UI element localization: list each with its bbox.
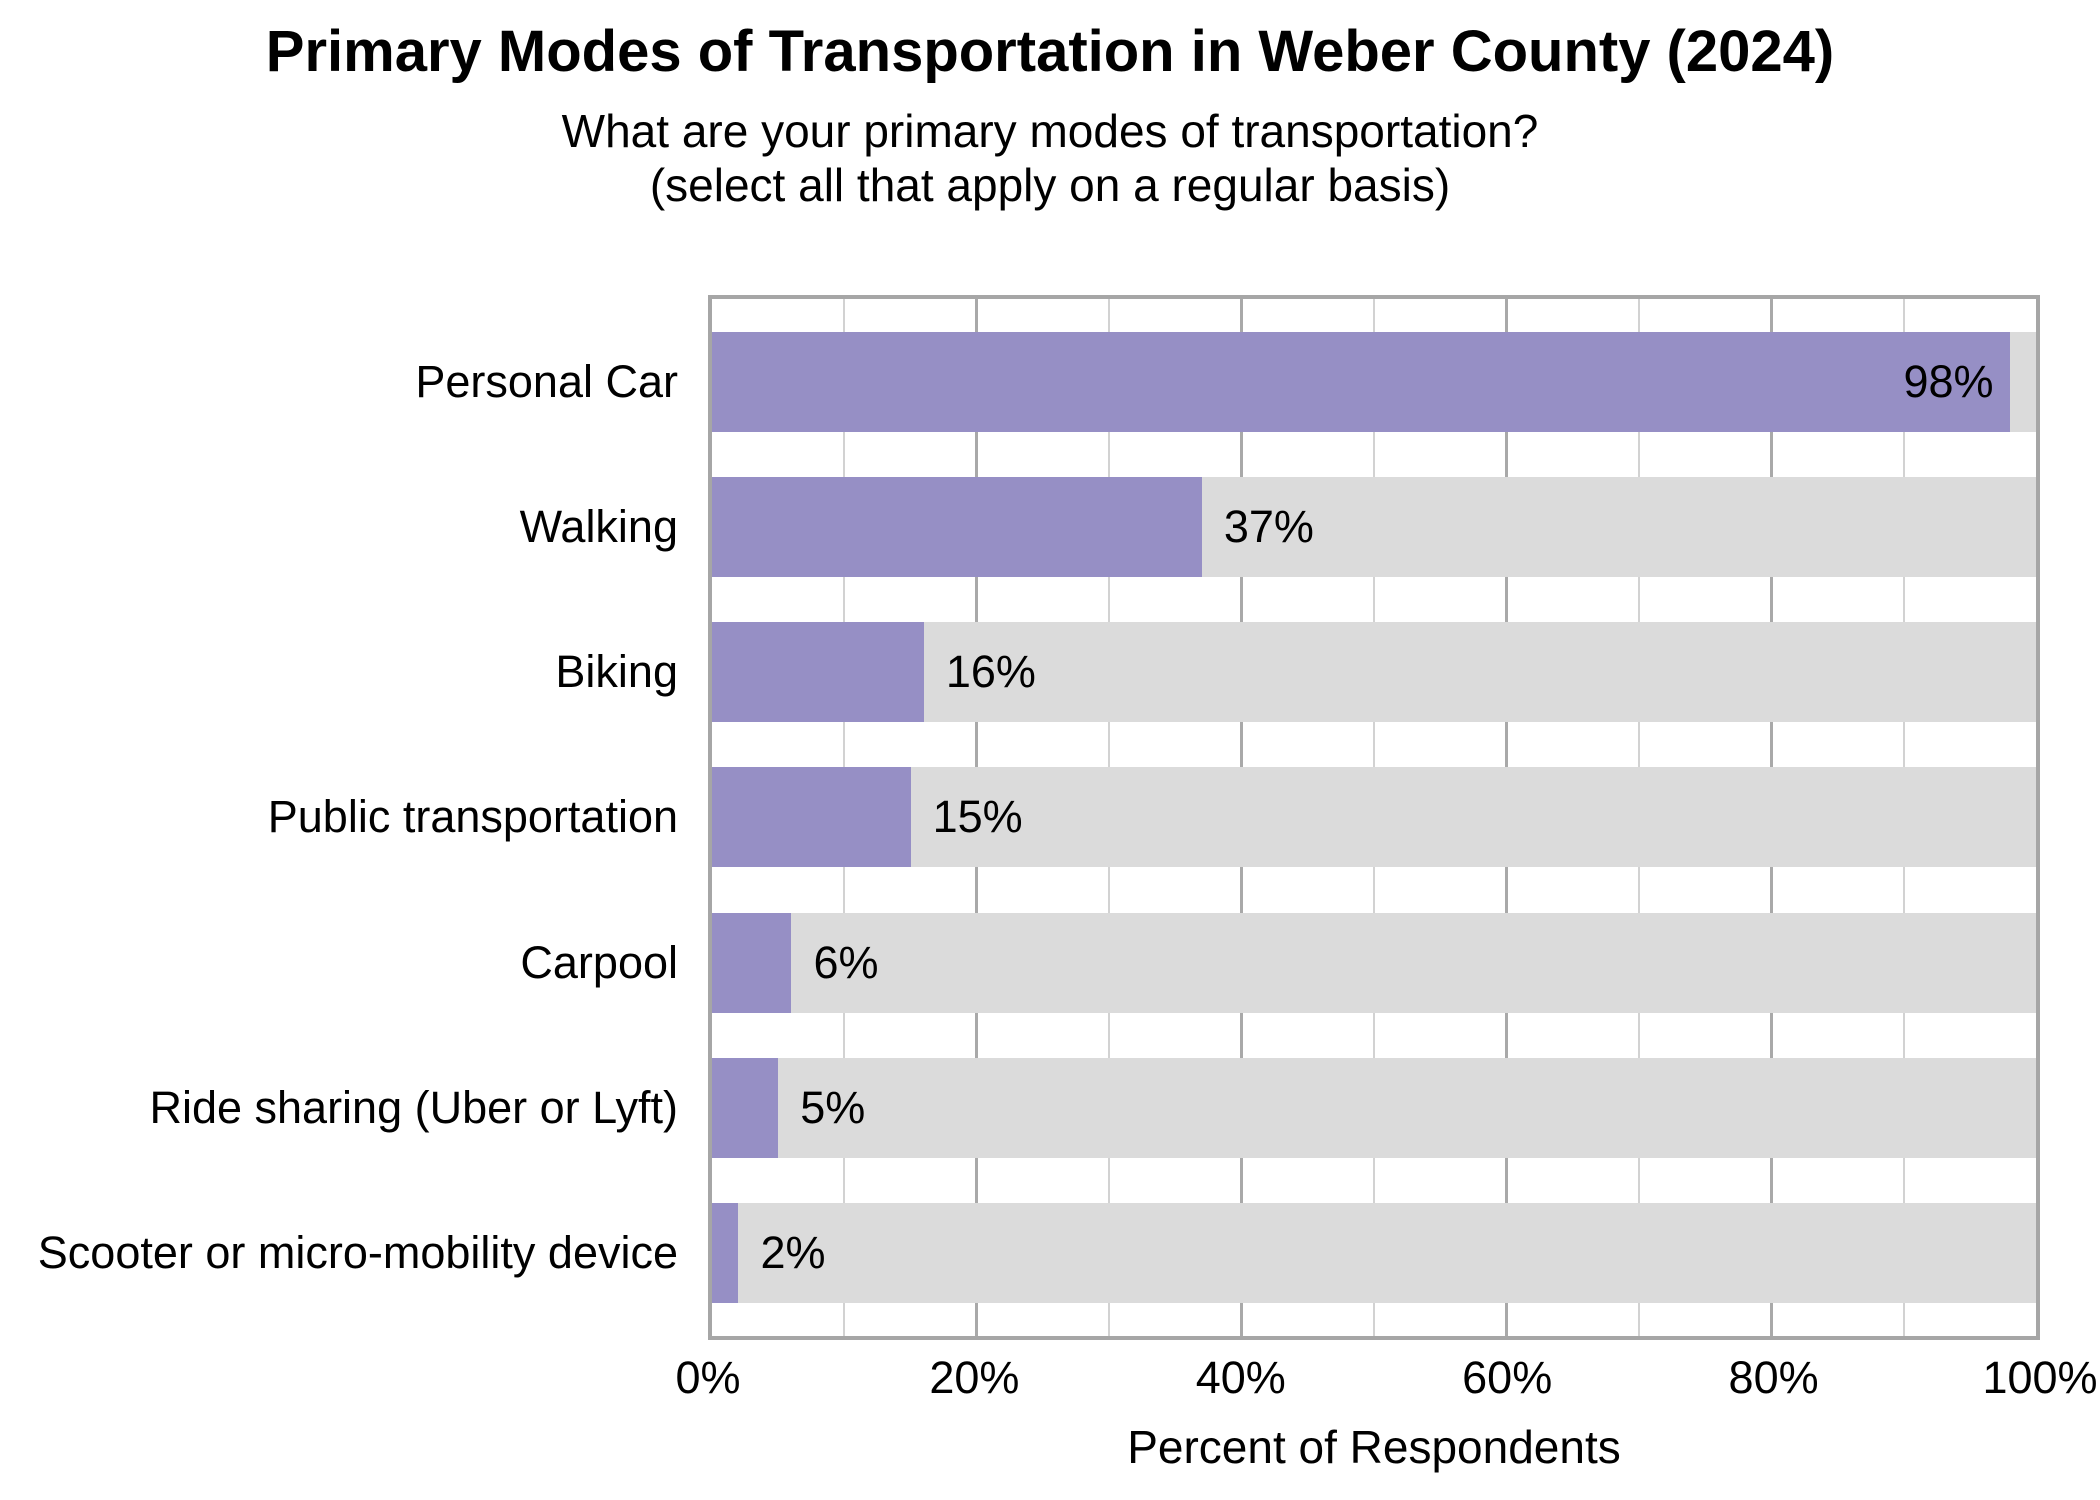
category-label: Biking [555, 646, 678, 698]
category-label: Scooter or micro-mobility device [37, 1226, 678, 1278]
bar-fill [712, 332, 2010, 432]
bar-row: 98% [712, 332, 2036, 432]
plot-area: 98% 37% 16% 15% 6% 5% 2% [708, 295, 2040, 1340]
x-axis-tick-labels: 0% 20% 40% 60% 80% 100% [675, 1352, 2097, 1408]
category-label: Walking [519, 501, 678, 553]
bar-value-label: 2% [760, 1226, 826, 1278]
bar-rows: 98% 37% 16% 15% 6% 5% 2% [712, 299, 2036, 1336]
x-tick-label: 20% [929, 1352, 1020, 1403]
bar-value-label: 6% [813, 936, 879, 988]
category-label: Ride sharing (Uber or Lyft) [149, 1081, 678, 1133]
bar-row: 37% [712, 477, 2036, 578]
bar-track [712, 622, 2036, 723]
bar-track [712, 1202, 2036, 1303]
bar-value-label: 15% [932, 791, 1023, 843]
chart-subtitle-line-2: (select all that apply on a regular basi… [649, 159, 1451, 211]
category-label: Public transportation [267, 791, 678, 843]
bar-fill [712, 1057, 779, 1158]
x-tick-label: 60% [1462, 1352, 1553, 1403]
bar-value-label: 5% [800, 1081, 866, 1133]
chart-subtitle: What are your primary modes of transport… [0, 104, 2100, 212]
x-tick-label: 100% [1982, 1352, 2098, 1403]
x-tick-label: 40% [1195, 1352, 1286, 1403]
bar-value-label: 37% [1223, 501, 1314, 553]
bar-fill [712, 622, 924, 723]
bar-fill [712, 477, 1202, 578]
chart-title: Primary Modes of Transportation in Weber… [265, 19, 1835, 84]
bar-row: 6% [712, 912, 2036, 1013]
bar-fill [712, 912, 792, 1013]
bar-fill [712, 767, 911, 868]
bar-row: 2% [712, 1202, 2036, 1303]
x-tick-label: 80% [1728, 1352, 1819, 1403]
x-tick-label: 0% [675, 1352, 741, 1403]
bar-row: 16% [712, 622, 2036, 723]
bar-row: 5% [712, 1057, 2036, 1158]
chart-subtitle-line-1: What are your primary modes of transport… [561, 105, 1539, 157]
bar-row: 15% [712, 767, 2036, 868]
bar-track [712, 1057, 2036, 1158]
bar-track [712, 912, 2036, 1013]
x-axis-title: Percent of Respondents [1127, 1421, 1621, 1473]
y-axis-category-labels: Personal Car Walking Biking Public transpor… [0, 299, 694, 1336]
bar-value-label: 98% [1903, 356, 1994, 407]
bar-fill [712, 1202, 739, 1303]
category-label: Personal Car [415, 356, 678, 407]
category-label: Carpool [520, 936, 678, 988]
bar-value-label: 16% [945, 646, 1036, 698]
bar-track [712, 767, 2036, 868]
